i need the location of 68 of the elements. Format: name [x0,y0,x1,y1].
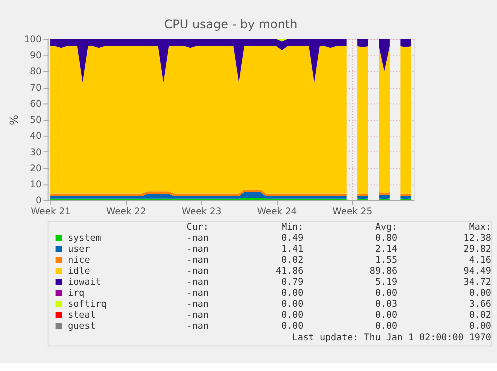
x-tick-label: Week 23 [182,206,222,218]
text: 0.00 [282,310,304,322]
legend-label: iowait [68,277,102,288]
text: 41.86 [276,266,304,277]
y-tick-label: 0 [36,196,42,207]
legend-label: steal [68,310,96,322]
text: 0.00 [375,288,398,300]
text: 0.02 [469,310,492,322]
text: Min: [282,222,304,233]
text: -nan [186,321,209,332]
text: 89.86 [370,266,398,277]
y-tick-label: 30 [30,147,42,158]
text: 0.02 [282,254,304,266]
text: -nan [186,232,209,244]
text: Avg: [375,222,398,233]
text: 0.00 [375,321,398,332]
text: Cur: [186,222,209,233]
text: 3.66 [469,299,492,310]
text: 2.14 [375,244,398,255]
text: 34.72 [464,277,492,288]
text: 0.03 [375,299,398,310]
y-tick-label: 20 [30,163,42,174]
text: Max: [469,222,492,233]
x-tick-label: Week 24 [257,206,298,218]
y-tick-label: 10 [30,179,42,190]
legend-label: guest [68,321,96,332]
text: 1.55 [375,254,398,266]
text: -nan [186,254,209,266]
text: -nan [186,277,209,288]
text: 29.82 [464,244,492,255]
chart-title: CPU usage - by month [164,17,298,32]
y-tick-label: 60 [30,98,42,110]
x-tick-label: Week 25 [332,206,373,218]
text: -nan [186,310,209,322]
x-tick-label: Week 21 [31,206,71,218]
text: 0.79 [282,277,304,288]
text: 0.00 [282,288,304,300]
text: 0.49 [282,232,304,244]
legend-label: idle [68,266,90,277]
y-tick-label: 100 [24,34,42,46]
y-tick-label: 80 [30,66,42,78]
text: -nan [186,288,209,300]
text: 12.38 [464,232,492,244]
legend-label: softirq [68,299,107,310]
x-tick-label: Week 22 [106,206,146,218]
text: -nan [186,244,209,255]
text: 94.49 [464,266,492,277]
text: 0.00 [469,321,492,332]
text: -nan [186,299,209,310]
y-tick-label: 50 [30,115,42,126]
text: 1.41 [282,244,304,255]
legend-label: user [68,244,91,255]
text: 5.19 [375,277,398,288]
y-axis-title: % [8,115,21,126]
text: 0.00 [375,310,398,322]
text: -nan [186,266,209,277]
text: 4.16 [469,254,492,266]
y-tick-label: 40 [30,131,42,142]
legend-label: system [68,232,102,244]
text: Last update: Thu Jan 1 02:00:00 1970 [292,332,492,344]
y-tick-label: 70 [30,82,42,94]
text: 0.00 [282,299,304,310]
y-tick-label: 90 [30,50,42,62]
text: 0.00 [282,321,304,332]
text: 0.00 [469,288,492,300]
text: 0.80 [375,232,398,244]
legend-label: nice [68,254,90,266]
legend-label: irq [68,288,85,300]
